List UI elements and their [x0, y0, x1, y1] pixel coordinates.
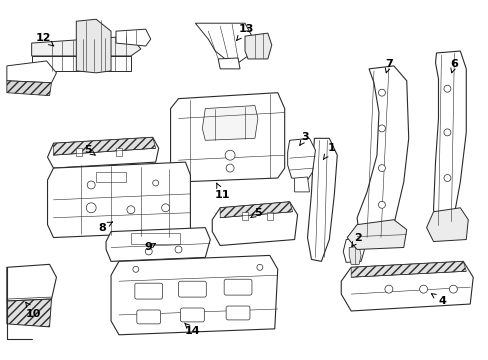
Text: 6: 6 — [449, 59, 457, 73]
Text: 2: 2 — [351, 233, 361, 247]
Polygon shape — [244, 33, 271, 59]
Text: 14: 14 — [184, 323, 200, 336]
Polygon shape — [32, 36, 141, 56]
Polygon shape — [170, 93, 284, 182]
FancyBboxPatch shape — [224, 279, 251, 295]
Polygon shape — [7, 81, 51, 96]
Circle shape — [443, 129, 450, 136]
Polygon shape — [7, 61, 56, 83]
Text: 5: 5 — [250, 208, 261, 218]
Circle shape — [448, 285, 456, 293]
Circle shape — [86, 203, 96, 213]
Polygon shape — [346, 220, 406, 249]
Polygon shape — [287, 138, 315, 180]
Circle shape — [133, 266, 139, 272]
Bar — [242, 212, 247, 220]
Polygon shape — [7, 264, 56, 301]
Circle shape — [225, 164, 234, 172]
Circle shape — [378, 125, 385, 132]
FancyBboxPatch shape — [178, 281, 206, 297]
Circle shape — [127, 206, 135, 214]
FancyBboxPatch shape — [137, 310, 161, 324]
Circle shape — [87, 181, 95, 189]
Polygon shape — [343, 238, 365, 262]
Text: 1: 1 — [323, 143, 334, 159]
Circle shape — [152, 180, 158, 186]
Bar — [266, 212, 272, 220]
Polygon shape — [220, 202, 292, 218]
Circle shape — [443, 175, 450, 181]
Bar — [76, 148, 82, 156]
Circle shape — [384, 285, 392, 293]
Polygon shape — [7, 299, 51, 327]
Polygon shape — [116, 29, 150, 46]
Text: 4: 4 — [430, 294, 446, 306]
Text: 9: 9 — [144, 243, 155, 252]
Circle shape — [378, 201, 385, 208]
Circle shape — [256, 264, 263, 270]
Text: 13: 13 — [236, 24, 253, 40]
Circle shape — [224, 150, 235, 160]
Circle shape — [162, 204, 169, 212]
Polygon shape — [202, 105, 257, 140]
Polygon shape — [32, 56, 131, 71]
Text: 8: 8 — [98, 222, 112, 233]
Polygon shape — [106, 228, 210, 261]
Circle shape — [378, 165, 385, 172]
FancyBboxPatch shape — [180, 308, 204, 322]
Polygon shape — [294, 177, 309, 192]
Text: 7: 7 — [384, 59, 392, 73]
Text: 10: 10 — [26, 302, 41, 319]
Polygon shape — [218, 58, 240, 69]
Circle shape — [378, 89, 385, 96]
Polygon shape — [47, 162, 190, 238]
Polygon shape — [195, 23, 251, 63]
Polygon shape — [47, 137, 158, 168]
Text: 5: 5 — [84, 145, 95, 155]
Bar — [96, 172, 126, 182]
Circle shape — [145, 248, 152, 255]
Bar — [131, 233, 180, 244]
Text: 11: 11 — [214, 183, 229, 200]
Circle shape — [175, 246, 182, 253]
Polygon shape — [212, 202, 297, 246]
Polygon shape — [426, 208, 468, 242]
Polygon shape — [307, 138, 337, 261]
Polygon shape — [348, 247, 360, 264]
Polygon shape — [356, 66, 408, 242]
Polygon shape — [433, 51, 466, 230]
Text: 3: 3 — [299, 132, 309, 145]
Polygon shape — [341, 261, 472, 311]
Circle shape — [443, 85, 450, 92]
Bar — [116, 148, 122, 156]
FancyBboxPatch shape — [135, 283, 163, 299]
Text: 12: 12 — [36, 33, 54, 46]
FancyBboxPatch shape — [225, 306, 249, 320]
Circle shape — [419, 285, 427, 293]
Polygon shape — [53, 137, 155, 155]
Polygon shape — [111, 255, 277, 335]
Polygon shape — [350, 261, 466, 277]
Polygon shape — [76, 19, 111, 73]
